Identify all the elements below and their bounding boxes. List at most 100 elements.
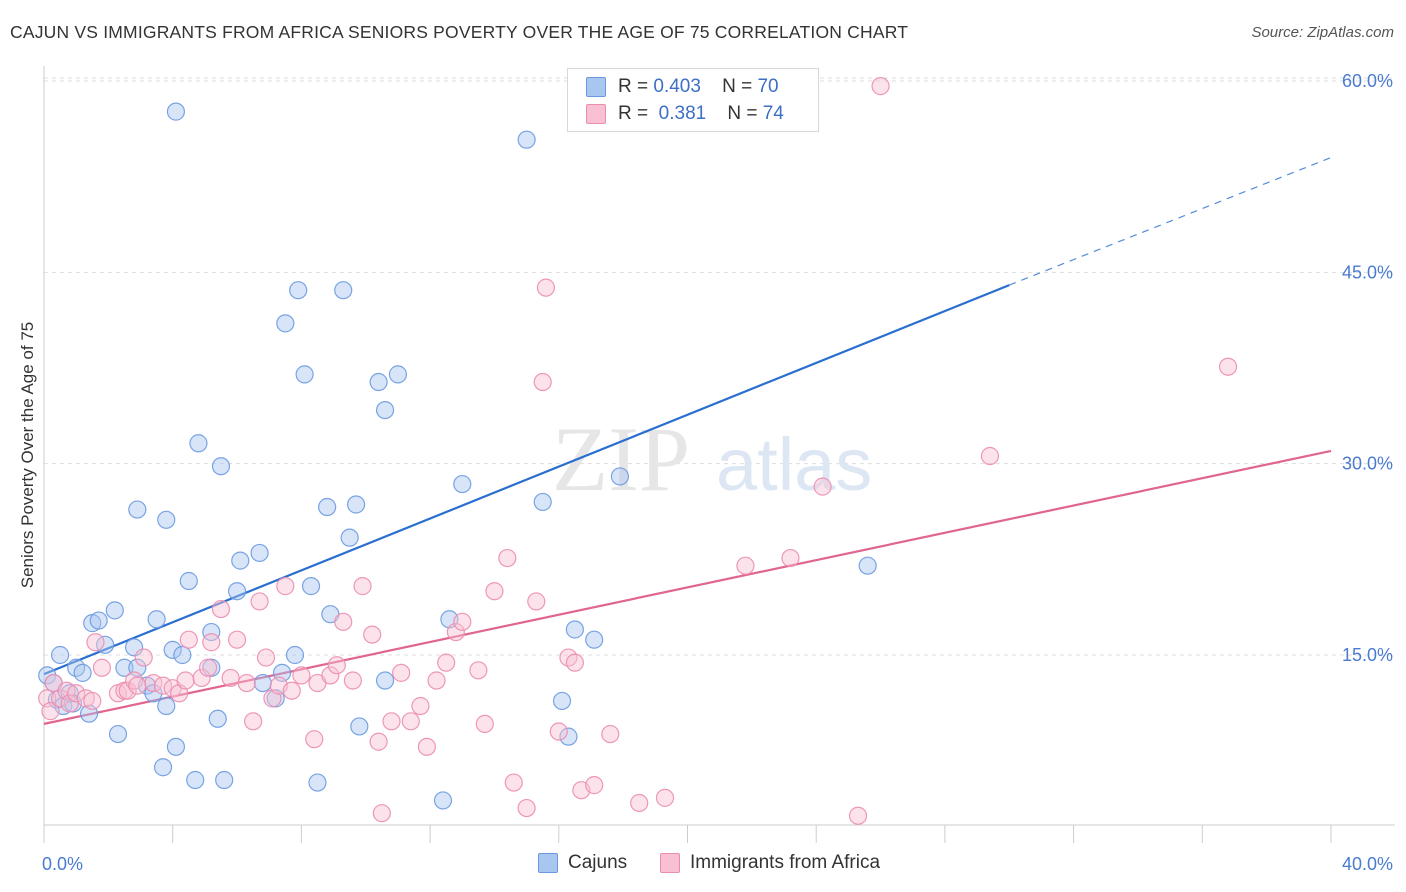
- y-axis-title: Seniors Poverty Over the Age of 75: [18, 321, 37, 589]
- data-point: [308, 773, 327, 792]
- data-point: [363, 625, 382, 644]
- data-point: [173, 645, 192, 665]
- legend-swatch-cajuns: [538, 853, 558, 873]
- trend-line-extension-0: [1009, 156, 1332, 286]
- data-point: [655, 788, 675, 807]
- data-point: [559, 727, 578, 746]
- data-point: [202, 633, 221, 652]
- data-point: [334, 612, 353, 631]
- data-point: [211, 599, 231, 619]
- legend-n-label: N =: [727, 103, 758, 124]
- legend-n-value: 70: [757, 76, 779, 97]
- source-label: Source: ZipAtlas.com: [1251, 24, 1394, 41]
- data-point: [517, 798, 536, 818]
- axes: [43, 66, 1395, 843]
- data-point: [372, 804, 391, 823]
- y-tick-label: 15.0%: [1342, 645, 1393, 665]
- data-point: [417, 737, 436, 756]
- data-point: [382, 712, 401, 731]
- data-point: [498, 548, 517, 568]
- legend-r-value: 0.381: [658, 103, 707, 124]
- data-point: [321, 666, 340, 685]
- data-point: [318, 497, 337, 517]
- data-point: [166, 737, 186, 756]
- data-point: [144, 684, 163, 703]
- data-point: [295, 365, 314, 384]
- data-point: [446, 622, 465, 642]
- data-point: [401, 712, 420, 731]
- legend-row-immigrants: R = 0.381 N = 74: [586, 102, 784, 126]
- tick-labels: 15.0% 30.0% 45.0% 60.0% 0.0% 40.0%: [42, 71, 1393, 874]
- data-point: [105, 601, 124, 620]
- data-point: [369, 732, 388, 751]
- data-point: [176, 671, 195, 690]
- data-point: [124, 671, 144, 690]
- data-point: [585, 630, 604, 649]
- y-tick-label: 30.0%: [1342, 454, 1393, 474]
- data-point: [565, 653, 584, 672]
- data-point: [327, 656, 346, 675]
- data-point: [227, 582, 247, 601]
- legend-label-cajuns: Cajuns: [568, 852, 628, 873]
- data-point: [227, 630, 247, 649]
- data-point: [350, 717, 369, 736]
- data-point: [353, 577, 372, 596]
- data-point: [198, 658, 218, 677]
- legend-r-label: R =: [618, 76, 649, 97]
- data-point: [871, 77, 890, 96]
- data-point: [157, 696, 176, 716]
- data-point: [282, 681, 301, 700]
- data-point: [485, 582, 504, 601]
- watermark-atlas: atlas: [716, 423, 872, 506]
- data-point: [276, 577, 295, 596]
- trend-line-1: [43, 449, 1332, 725]
- data-point: [83, 691, 102, 711]
- data-point: [601, 724, 620, 744]
- data-point: [153, 758, 173, 777]
- data-point: [305, 730, 324, 749]
- data-point: [50, 645, 70, 665]
- data-point: [60, 694, 79, 713]
- grid-lines: [44, 77, 1395, 656]
- y-tick-label: 60.0%: [1342, 71, 1393, 91]
- data-point: [533, 372, 552, 392]
- legend-item-immigrants[interactable]: Immigrants from Africa: [660, 852, 880, 874]
- data-point: [92, 658, 112, 677]
- data-point: [89, 611, 108, 630]
- x-tick-label: 40.0%: [1342, 854, 1393, 874]
- data-point: [67, 684, 86, 703]
- data-point: [453, 612, 472, 631]
- data-point: [301, 577, 321, 596]
- correlation-legend: R = 0.403 N = 70 R = 0.381 N = 74: [567, 68, 819, 132]
- trend-line-0: [43, 284, 1010, 676]
- data-point: [549, 722, 568, 741]
- legend-swatch-immigrants: [660, 853, 680, 873]
- data-point: [411, 696, 430, 716]
- legend-r-label: R =: [618, 103, 649, 124]
- data-point: [504, 773, 523, 792]
- data-point: [343, 671, 362, 690]
- data-point: [736, 556, 755, 575]
- data-point: [41, 702, 60, 721]
- y-tick-label: 45.0%: [1342, 262, 1393, 282]
- data-point: [375, 400, 395, 420]
- data-point: [221, 668, 240, 688]
- data-point: [334, 281, 353, 300]
- data-point: [163, 640, 182, 659]
- legend-item-cajuns[interactable]: Cajuns: [538, 852, 627, 874]
- data-point: [134, 648, 153, 667]
- data-point: [285, 645, 305, 665]
- data-point: [250, 543, 269, 563]
- data-point: [1218, 357, 1238, 376]
- data-point: [375, 671, 395, 690]
- data-point: [453, 474, 472, 494]
- data-point: [147, 610, 166, 629]
- data-point: [166, 102, 186, 121]
- data-point: [253, 673, 272, 693]
- data-point: [781, 548, 800, 568]
- data-point: [585, 776, 604, 795]
- legend-n-label: N =: [722, 76, 753, 97]
- data-point: [552, 691, 572, 711]
- chart-title: CAJUN VS IMMIGRANTS FROM AFRICA SENIORS …: [10, 22, 909, 42]
- data-points: [38, 77, 1238, 825]
